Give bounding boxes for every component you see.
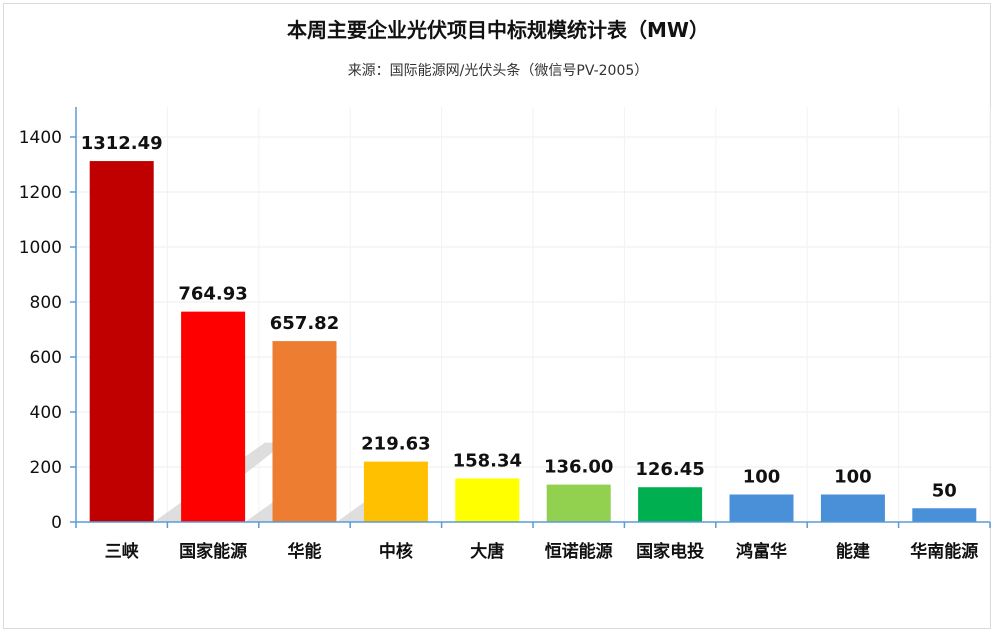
data-label: 136.00	[544, 457, 613, 478]
x-tick-label: 鸿富华	[736, 541, 787, 562]
bar	[181, 311, 246, 522]
bar	[729, 494, 794, 522]
data-label: 657.82	[270, 313, 339, 334]
x-tick-label: 华能	[288, 541, 322, 562]
bar	[638, 487, 703, 522]
x-tick-label: 三峡	[105, 541, 140, 562]
bar	[455, 478, 520, 522]
bars	[89, 161, 977, 522]
x-tick-label: 国家能源	[179, 541, 247, 562]
data-label: 100	[834, 467, 872, 488]
bar	[89, 161, 154, 522]
y-tick-label: 1400	[19, 128, 62, 148]
x-tick-label: 能建	[836, 541, 870, 562]
data-label: 50	[932, 480, 957, 501]
data-label: 1312.49	[81, 133, 163, 154]
y-tick-label: 400	[30, 403, 62, 423]
y-tick-label: 1200	[19, 183, 62, 203]
axes	[70, 107, 991, 528]
x-tick-label: 国家电投	[636, 541, 704, 562]
bar	[820, 494, 885, 522]
y-tick-label: 0	[51, 513, 62, 533]
y-tick-label: 800	[30, 293, 62, 313]
data-label: 126.45	[635, 459, 704, 480]
x-tick-label: 中核	[379, 541, 413, 562]
data-label: 219.63	[361, 434, 430, 455]
y-tick-labels: 0 200 400 600 800 1000 1200 1400	[19, 128, 62, 533]
bar	[912, 508, 977, 522]
data-label: 764.93	[178, 284, 247, 305]
bar	[363, 461, 428, 522]
y-tick-label: 1000	[19, 238, 62, 258]
data-label: 100	[743, 467, 781, 488]
x-tick-label: 华南能源	[910, 541, 978, 562]
x-tick-labels: 三峡 国家能源 华能 中核 大唐 恒诺能源 国家电投 鸿富华 能建 华南能源	[105, 541, 979, 562]
x-tick-label: 大唐	[470, 541, 504, 562]
chart-title: 本周主要企业光伏项目中标规模统计表（MW）	[287, 18, 709, 42]
data-label: 158.34	[453, 450, 522, 471]
bar	[272, 341, 337, 522]
y-tick-label: 200	[30, 458, 62, 478]
chart-subtitle: 来源：国际能源网/光伏头条（微信号PV-2005）	[347, 63, 649, 79]
x-tick-label: 恒诺能源	[545, 541, 613, 562]
bar	[546, 484, 611, 522]
y-tick-label: 600	[30, 348, 62, 368]
data-labels: 1312.49 764.93 657.82 219.63 158.34 136.00 126…	[81, 133, 957, 501]
